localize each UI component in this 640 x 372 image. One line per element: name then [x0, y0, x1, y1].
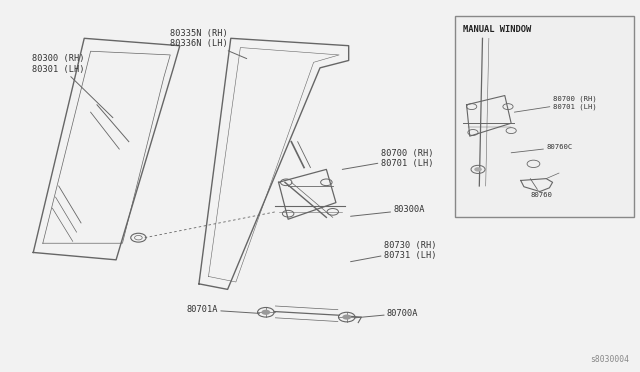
Text: 80730 (RH)
80731 (LH): 80730 (RH) 80731 (LH) — [351, 241, 436, 262]
Circle shape — [474, 167, 482, 171]
Text: 80701A: 80701A — [186, 305, 259, 314]
Text: 80335N (RH)
80336N (LH): 80335N (RH) 80336N (LH) — [170, 29, 246, 59]
Text: 80300A: 80300A — [351, 205, 425, 216]
Text: 80700 (RH)
80701 (LH): 80700 (RH) 80701 (LH) — [515, 96, 596, 112]
Text: 80760: 80760 — [531, 179, 552, 198]
Text: 80700A: 80700A — [355, 309, 419, 318]
Text: s8030004: s8030004 — [590, 355, 629, 364]
Circle shape — [261, 310, 270, 315]
Text: 80300 (RH)
80301 (LH): 80300 (RH) 80301 (LH) — [32, 54, 113, 118]
Text: 80760C: 80760C — [511, 144, 572, 153]
Text: 80700 (RH)
80701 (LH): 80700 (RH) 80701 (LH) — [342, 148, 433, 169]
Text: MANUAL WINDOW: MANUAL WINDOW — [463, 25, 531, 34]
Circle shape — [342, 314, 351, 320]
Bar — [455, 16, 634, 217]
